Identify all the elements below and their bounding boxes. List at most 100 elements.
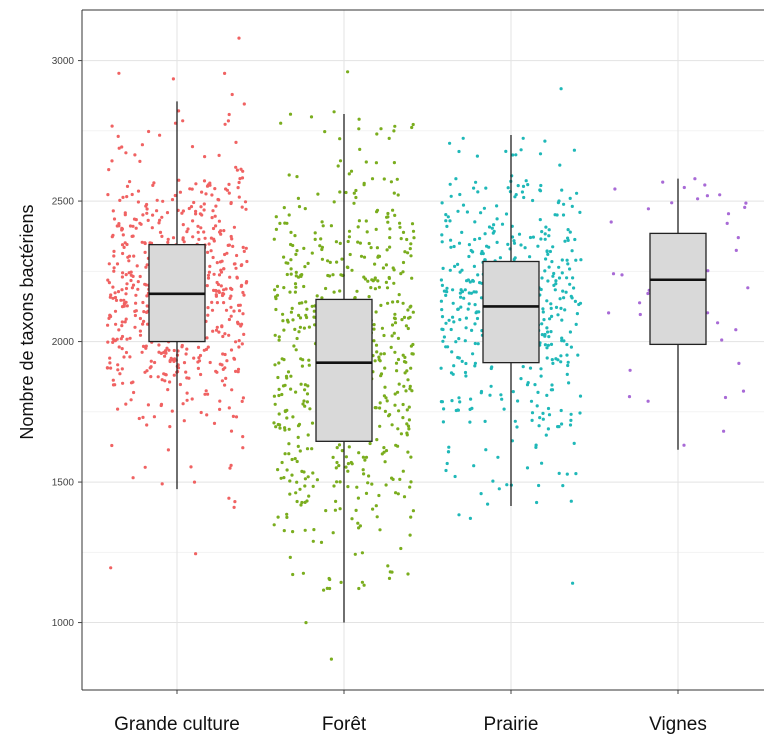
data-point (168, 425, 172, 429)
data-point (372, 323, 376, 327)
data-point (566, 262, 570, 266)
data-point (277, 335, 281, 339)
data-point (228, 275, 232, 279)
data-point (222, 301, 226, 305)
data-point (372, 327, 376, 331)
data-point (229, 348, 234, 352)
data-point (479, 391, 483, 395)
data-point (129, 278, 133, 283)
data-point (406, 251, 410, 255)
data-point (539, 287, 543, 292)
data-point (161, 199, 165, 203)
data-point (312, 528, 316, 532)
data-point (356, 521, 360, 525)
data-point (565, 472, 569, 476)
data-point (457, 149, 461, 154)
data-point (536, 244, 540, 248)
data-point (473, 220, 477, 224)
data-point (146, 403, 150, 407)
data-point (239, 263, 243, 268)
data-point (227, 333, 231, 337)
data-point (570, 249, 574, 253)
data-point (227, 317, 231, 322)
data-point (400, 318, 404, 322)
data-point (545, 326, 549, 330)
data-point (538, 218, 542, 222)
data-point (550, 260, 554, 264)
data-point (145, 304, 149, 308)
data-point (227, 112, 231, 117)
data-point (130, 286, 134, 290)
data-point (279, 121, 283, 125)
data-point (363, 458, 367, 462)
data-point (294, 285, 298, 289)
data-point (152, 415, 156, 419)
data-point (283, 428, 287, 432)
data-point (116, 407, 120, 411)
data-point (285, 221, 289, 225)
data-point (393, 403, 397, 407)
data-point (229, 463, 233, 467)
data-point (139, 222, 143, 226)
data-point (411, 509, 415, 513)
data-point (229, 314, 233, 318)
data-point (272, 237, 276, 241)
data-point (291, 530, 295, 534)
data-point (381, 266, 385, 270)
data-point (448, 219, 452, 223)
data-point (229, 201, 233, 205)
data-point (397, 382, 401, 386)
data-point (305, 392, 310, 396)
data-point (281, 319, 285, 323)
data-point (393, 213, 397, 217)
data-point (378, 406, 382, 410)
data-point (112, 217, 117, 221)
data-point (339, 273, 343, 277)
data-point (548, 317, 552, 321)
data-point (564, 290, 568, 294)
data-point (224, 376, 228, 380)
data-point (125, 282, 129, 286)
data-point (705, 194, 710, 198)
data-point (574, 322, 578, 326)
data-point (120, 227, 124, 231)
data-point (197, 237, 201, 241)
data-point (106, 323, 110, 327)
data-point (242, 332, 246, 336)
data-point (744, 201, 748, 205)
data-point (346, 239, 350, 244)
data-point (573, 299, 578, 303)
data-point (302, 326, 306, 330)
data-point (115, 337, 119, 341)
data-point (230, 92, 234, 97)
data-point (385, 248, 389, 252)
data-point (356, 240, 360, 244)
data-point (444, 293, 448, 297)
data-point (405, 422, 409, 426)
data-point (217, 219, 221, 223)
data-point (227, 496, 231, 500)
data-point (210, 193, 214, 197)
data-point (221, 367, 225, 371)
data-point (490, 226, 494, 230)
data-point (389, 345, 393, 349)
data-point (303, 207, 307, 211)
data-point (562, 339, 566, 343)
data-point (451, 288, 455, 292)
data-point (200, 190, 204, 194)
data-point (121, 271, 125, 275)
data-point (147, 129, 151, 134)
data-point (244, 207, 248, 211)
data-point (382, 446, 386, 450)
data-point (278, 426, 282, 430)
data-point (561, 484, 565, 488)
data-point (609, 220, 613, 224)
data-point (332, 110, 336, 114)
data-point (531, 235, 536, 239)
data-point (369, 286, 373, 290)
data-point (335, 480, 339, 484)
data-point (378, 528, 382, 532)
data-point (394, 491, 398, 495)
data-point (301, 402, 305, 406)
data-point (202, 202, 206, 206)
